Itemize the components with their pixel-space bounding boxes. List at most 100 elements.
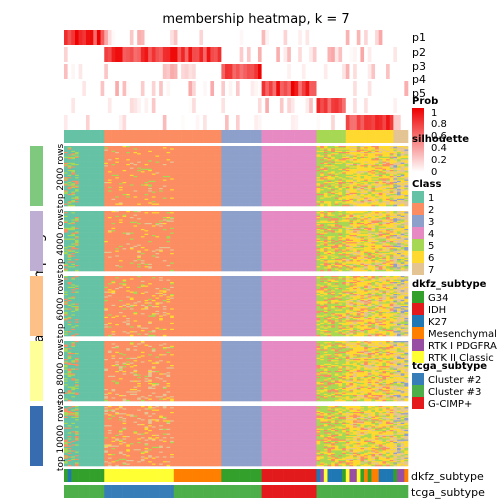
matrix-cell [371, 176, 376, 178]
matrix-cell [184, 162, 189, 165]
matrix-cell [133, 166, 138, 168]
class-cell [173, 130, 178, 143]
matrix-cell [166, 198, 171, 201]
prob-cell [382, 115, 387, 130]
prob-cell [367, 30, 372, 45]
matrix-cell [378, 161, 383, 164]
prob-cell [100, 115, 105, 130]
matrix-cell [342, 148, 347, 150]
matrix-cell [349, 159, 354, 161]
matrix-cell [155, 155, 160, 158]
prob-cell [236, 64, 240, 79]
prob-cell [287, 30, 292, 45]
matrix-cell [342, 156, 347, 159]
matrix-cell [126, 185, 131, 188]
matrix-cell [287, 183, 292, 185]
matrix-cell [100, 147, 105, 149]
prob-cell [320, 30, 325, 45]
matrix-cell [122, 160, 127, 162]
matrix-cell [342, 182, 347, 184]
matrix-cell [148, 196, 153, 198]
matrix-cell [140, 148, 145, 150]
matrix-cell [129, 189, 134, 191]
matrix-cell [96, 186, 101, 189]
matrix-cell [78, 152, 83, 154]
matrix-cell [246, 197, 251, 200]
matrix-cell [397, 192, 401, 195]
matrix-cell [309, 155, 314, 158]
matrix-cell [126, 178, 131, 180]
prob-cell [195, 115, 200, 130]
matrix-cell [82, 176, 87, 178]
matrix-cell [338, 149, 343, 152]
matrix-cell [217, 156, 222, 159]
matrix-cell [85, 153, 90, 155]
matrix-cell [400, 188, 405, 190]
matrix-cell [312, 182, 317, 184]
matrix-cell [353, 158, 358, 160]
matrix-cell [78, 156, 83, 159]
matrix-cell [312, 153, 317, 155]
matrix-cell [184, 146, 189, 148]
matrix-cell [199, 196, 204, 198]
matrix-cell [151, 180, 156, 183]
matrix-cell [323, 165, 328, 167]
matrix-cell [228, 168, 233, 171]
matrix-cell [111, 192, 116, 195]
matrix-cell [309, 176, 314, 178]
matrix-cell [334, 160, 339, 162]
prob-cell [272, 30, 277, 45]
matrix-cell [82, 185, 87, 188]
matrix-cell [389, 178, 394, 180]
matrix-cell [155, 152, 160, 154]
matrix-cell [129, 150, 134, 153]
matrix-cell [342, 168, 347, 171]
prob-cell [342, 81, 347, 96]
matrix-cell [100, 155, 105, 158]
prob-cell [155, 81, 160, 96]
matrix-cell [250, 152, 255, 154]
matrix-cell [375, 165, 380, 167]
matrix-cell [104, 171, 109, 173]
matrix-cell [290, 155, 295, 158]
matrix-cell [71, 176, 76, 178]
matrix-cell [378, 149, 383, 152]
matrix-cell [162, 184, 167, 186]
matrix-cell [151, 164, 156, 166]
matrix-cell [342, 161, 347, 164]
matrix-cell [323, 189, 328, 191]
matrix-cell [272, 198, 277, 201]
matrix-cell [349, 188, 354, 190]
matrix-cell [104, 191, 109, 194]
matrix-cell [389, 156, 394, 159]
matrix-cell [206, 156, 211, 159]
matrix-cell [309, 196, 314, 198]
matrix-cell [375, 167, 380, 170]
matrix-cell [404, 147, 409, 149]
matrix-cell [159, 177, 164, 179]
matrix-cell [195, 190, 200, 192]
prob-cell [67, 81, 72, 96]
matrix-cell [85, 184, 90, 186]
matrix-cell [162, 177, 167, 179]
matrix-cell [107, 149, 112, 152]
matrix-cell [254, 170, 259, 172]
matrix-cell [137, 148, 142, 150]
matrix-cell [210, 190, 215, 192]
matrix-cell [181, 147, 186, 149]
matrix-cell [334, 177, 339, 179]
prob-cell [393, 115, 398, 130]
matrix-cell [129, 154, 134, 156]
matrix-cell [250, 198, 255, 201]
matrix-cell [375, 154, 380, 156]
matrix-cell [122, 184, 127, 186]
matrix-cell [294, 162, 299, 165]
matrix-cell [323, 156, 328, 159]
matrix-cell [301, 166, 306, 168]
matrix-cell [246, 195, 251, 197]
matrix-cell [170, 166, 175, 168]
matrix-cell [312, 155, 317, 158]
matrix-cell [283, 154, 288, 156]
matrix-cell [250, 171, 255, 173]
matrix-cell [323, 167, 328, 170]
